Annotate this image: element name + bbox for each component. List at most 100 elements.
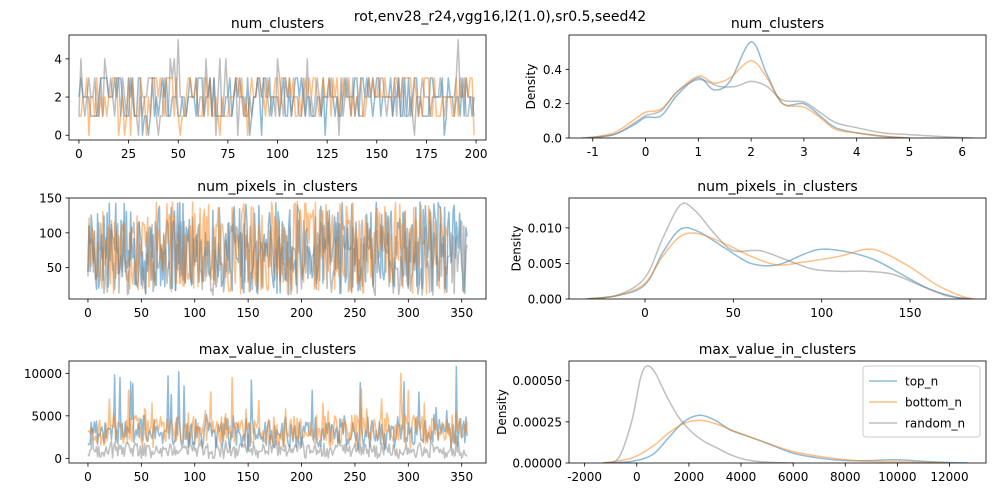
x-tick-label: -1 [587, 145, 599, 159]
series-group [87, 200, 468, 297]
x-tick-label: 350 [450, 470, 473, 484]
y-tick-label: 0.4 [543, 63, 562, 77]
x-tick-label: 2 [747, 145, 755, 159]
series-line-random_n [87, 219, 468, 297]
series-line-random_n [78, 39, 475, 136]
x-tick-label: 50 [134, 470, 149, 484]
y-tick-label: 0.0 [543, 132, 562, 146]
series-line-bottom_n [87, 372, 468, 449]
x-tick-label: 300 [397, 306, 420, 320]
x-tick-label: 6 [958, 145, 966, 159]
y-tick-label: 0.010 [528, 221, 562, 235]
chart-kde_max_value: max_value_in_clusters -2000 0 2000 4000 6000 8… [495, 342, 987, 484]
legend-box [862, 365, 981, 438]
x-tick-label: 3 [800, 145, 808, 159]
x-tick-label: 0 [642, 145, 650, 159]
legend-label-top_n: top_n [905, 375, 938, 389]
chart-title: num_clusters [731, 16, 824, 32]
x-tick-label: 100 [183, 306, 206, 320]
y-tick-label: 50 [47, 261, 62, 275]
y-tick-label: 0.00050 [512, 374, 562, 388]
x-tick-label: 0 [84, 470, 92, 484]
x-tick-label: 0 [633, 470, 641, 484]
x-tick-label: 12000 [930, 470, 968, 484]
x-tick-label: 125 [316, 147, 339, 161]
series-group [602, 365, 968, 463]
legend: top_n bottom_n random_n [862, 365, 981, 438]
x-tick-label: 100 [266, 147, 289, 161]
x-tick-label: 1 [695, 145, 703, 159]
y-tick-label: 0 [54, 129, 62, 143]
y-tick-label: 150 [39, 192, 62, 206]
axes-frame [68, 360, 487, 464]
chart-title: num_clusters [231, 16, 324, 32]
y-tick-label: 0.005 [528, 257, 562, 271]
series-line-random_n [586, 202, 969, 299]
series-group [87, 365, 468, 460]
y-tick-label: 2 [54, 91, 62, 105]
series-line-random_n [87, 427, 468, 460]
x-tick-label: -2000 [567, 470, 602, 484]
axes-frame [568, 360, 987, 464]
series-line-top_n [586, 226, 972, 299]
legend-label-bottom_n: bottom_n [905, 396, 962, 410]
x-tick-label: 25 [121, 147, 136, 161]
x-tick-label: 200 [290, 470, 313, 484]
series-group [78, 39, 475, 136]
x-tick-label: 175 [415, 147, 438, 161]
x-tick-label: 2000 [674, 470, 705, 484]
x-tick-label: 50 [171, 147, 186, 161]
series-line-random_n [582, 78, 973, 138]
x-tick-label: 150 [237, 470, 260, 484]
x-tick-label: 50 [726, 306, 741, 320]
x-tick-label: 0 [641, 306, 649, 320]
x-tick-label: 300 [397, 470, 420, 484]
x-tick-label: 0 [84, 306, 92, 320]
y-tick-label: 5000 [31, 409, 62, 423]
figure-suptitle: rot,env28_r24,vgg16,l2(1.0),sr0.5,seed42 [354, 9, 646, 25]
x-tick-label: 250 [343, 470, 366, 484]
y-axis-label: Density [495, 389, 509, 435]
axes-frame [568, 197, 987, 300]
x-tick-label: 0 [75, 147, 83, 161]
series-group [586, 202, 974, 299]
series-line-random_n [602, 365, 794, 463]
series-line-top_n [587, 41, 910, 138]
chart-title: max_value_in_clusters [699, 342, 856, 358]
y-tick-label: 0.00025 [512, 415, 562, 429]
x-tick-label: 4 [853, 145, 861, 159]
chart-title: num_pixels_in_clusters [697, 179, 857, 195]
chart-title: max_value_in_clusters [199, 342, 356, 358]
x-tick-label: 10000 [878, 470, 916, 484]
x-tick-label: 350 [450, 306, 473, 320]
y-tick-label: 100 [39, 226, 62, 240]
x-tick-label: 100 [810, 306, 833, 320]
axes-frame [68, 197, 487, 300]
x-tick-label: 5 [906, 145, 914, 159]
x-tick-label: 4000 [726, 470, 757, 484]
y-tick-label: 0.000 [528, 293, 562, 307]
x-tick-label: 200 [465, 147, 488, 161]
x-tick-label: 250 [343, 306, 366, 320]
x-tick-label: 8000 [830, 470, 861, 484]
series-group [582, 41, 973, 138]
y-tick-label: 0.00000 [512, 457, 562, 471]
chart-ts_max_value: max_value_in_clusters 0 50 100 150 200 250 300 3… [24, 342, 487, 484]
chart-kde_num_clusters: num_clusters -1 0 1 2 3 4 5 6 0.0 0.2 0.4 Density [524, 16, 987, 159]
x-tick-label: 200 [290, 306, 313, 320]
series-line-bottom_n [587, 60, 910, 138]
y-tick-label: 4 [54, 52, 62, 66]
chart-ts_num_clusters: num_clusters 0 25 50 75 100 125 150 175 200 0 2 4 [54, 16, 487, 161]
axes-frame [568, 34, 987, 139]
series-line-bottom_n [87, 200, 449, 295]
x-tick-label: 150 [899, 306, 922, 320]
x-tick-label: 6000 [778, 470, 809, 484]
y-axis-label: Density [524, 64, 538, 110]
chart-title: num_pixels_in_clusters [197, 179, 357, 195]
x-tick-label: 100 [183, 470, 206, 484]
x-tick-label: 150 [237, 306, 260, 320]
x-tick-label: 150 [365, 147, 388, 161]
series-line-bottom_n [586, 232, 974, 299]
x-tick-label: 75 [220, 147, 235, 161]
